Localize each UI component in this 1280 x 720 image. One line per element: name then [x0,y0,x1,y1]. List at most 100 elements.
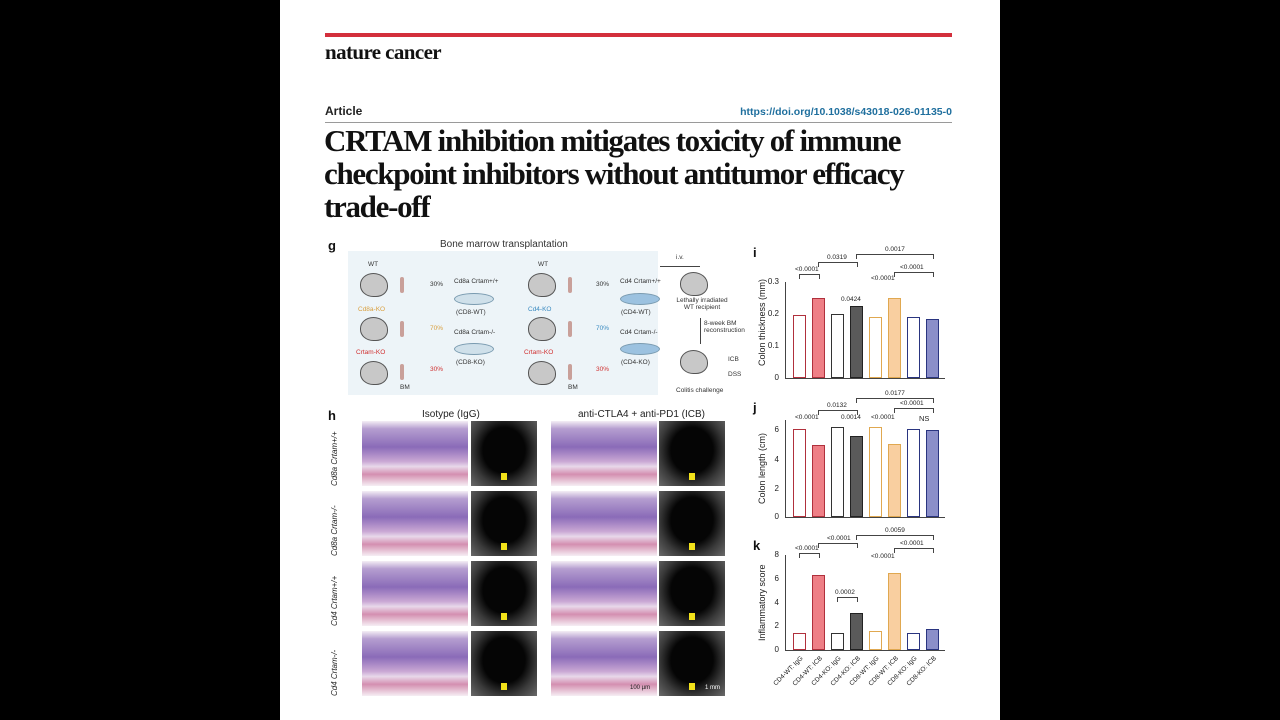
arrow-down-icon [700,318,701,344]
p-value: <0.0001 [795,414,819,421]
p-value: 0.0014 [841,414,861,421]
p-value: <0.0001 [827,535,851,542]
percent-label: 30% [596,366,610,373]
chart-colon-length: Colon length (cm) 6 4 2 0 <0.0001 0.0132… [757,390,945,521]
panel-j-label: j [753,400,757,415]
significance-bracket [894,548,934,553]
percent-label: 30% [430,366,444,373]
y-tick: 0.2 [767,309,779,318]
bar [869,631,882,650]
p-value: <0.0001 [871,275,895,282]
significance-bracket [837,597,858,602]
histology-image [362,491,468,556]
treatment-label: ICB [728,356,739,363]
bar [926,629,939,650]
bone-icon [568,364,572,380]
column-header-igg: Isotype (IgG) [422,409,480,420]
significance-bracket [856,535,934,540]
bar [888,573,901,650]
y-tick: 4 [774,598,779,607]
histology-image [551,421,657,486]
p-value: <0.0001 [871,414,895,421]
doi-link[interactable]: https://doi.org/10.1038/s43018-026-01135… [740,106,952,118]
group-label: (CD4-KO) [621,359,650,366]
bone-icon [400,277,404,293]
significance-bracket [894,272,934,277]
mouse-icon [360,273,388,297]
histology-image [551,631,657,696]
percent-label: 30% [430,281,444,288]
bar [831,633,844,650]
header-divider [325,122,952,123]
bone-icon [400,364,404,380]
y-tick: 2 [774,621,779,630]
challenged-mouse-icon [680,350,708,374]
mouse-icon [360,361,388,385]
measurement-marker [689,683,695,690]
measurement-marker [501,543,507,550]
panel-g-label: g [328,238,336,253]
journal-brand-bar [325,33,952,37]
ultrasound-image [471,421,537,486]
bar [793,633,806,650]
p-value: <0.0001 [795,545,819,552]
bar [831,427,844,517]
bar [888,298,901,378]
row-label: Cd4 Crtam-/- [330,649,339,696]
p-value: 0.0177 [885,390,905,397]
p-value: 0.0424 [841,296,861,303]
bar [869,427,882,517]
petri-dish-icon [454,343,494,355]
y-axis [785,420,786,517]
column-header-icb: anti-CTLA4 + anti-PD1 (ICB) [578,409,705,420]
bar [926,319,939,378]
p-value: <0.0001 [795,266,819,273]
mouse-icon [360,317,388,341]
donor-label: Crtam-KO [356,349,386,356]
significance-bracket [818,543,858,548]
p-value: NS [919,414,930,423]
ultrasound-image [659,421,725,486]
y-tick: 0 [774,373,779,382]
bone-marrow-schematic: WT Cd8a-KO Crtam-KO 30% 70% 30% BM Cd8a … [348,251,661,395]
p-value: 0.0017 [885,246,905,253]
y-tick: 4 [774,455,779,464]
treatment-label: DSS [728,371,742,378]
donor-label: WT [368,261,379,268]
paper-page: nature cancer Article https://doi.org/10… [280,0,1000,720]
panel-g-title: Bone marrow transplantation [440,239,568,250]
measurement-marker [689,613,695,620]
measurement-marker [689,473,695,480]
significance-bracket [799,274,820,279]
measurement-marker [689,543,695,550]
bar [907,429,920,517]
bar [831,314,844,378]
p-value: 0.0319 [827,254,847,261]
row-label: Cd8a Crtam-/- [330,505,339,556]
row-label: Cd4 Crtam+/+ [330,575,339,626]
panel-k-label: k [753,538,761,553]
mouse-icon [528,361,556,385]
group-label: (CD8-KO) [456,359,485,366]
y-tick: 6 [774,425,779,434]
donor-label: Crtam-KO [524,349,554,356]
percent-label: 30% [596,281,610,288]
bar [869,317,882,378]
p-value: <0.0001 [900,540,924,547]
measurement-marker [501,613,507,620]
p-value: 0.0059 [885,527,905,534]
bar [812,575,825,650]
significance-bracket [818,410,858,415]
bar [793,429,806,517]
reconstruction-label: 8-week BM reconstruction [704,320,745,334]
y-axis [785,555,786,650]
mouse-icon [528,273,556,297]
panel-h-label: h [328,408,336,423]
histology-image [362,631,468,696]
panel-i-label: i [753,245,757,260]
histology-image [362,561,468,626]
bar [812,298,825,378]
petri-dish-icon [620,343,660,355]
bar [850,613,863,650]
bar [926,430,939,517]
